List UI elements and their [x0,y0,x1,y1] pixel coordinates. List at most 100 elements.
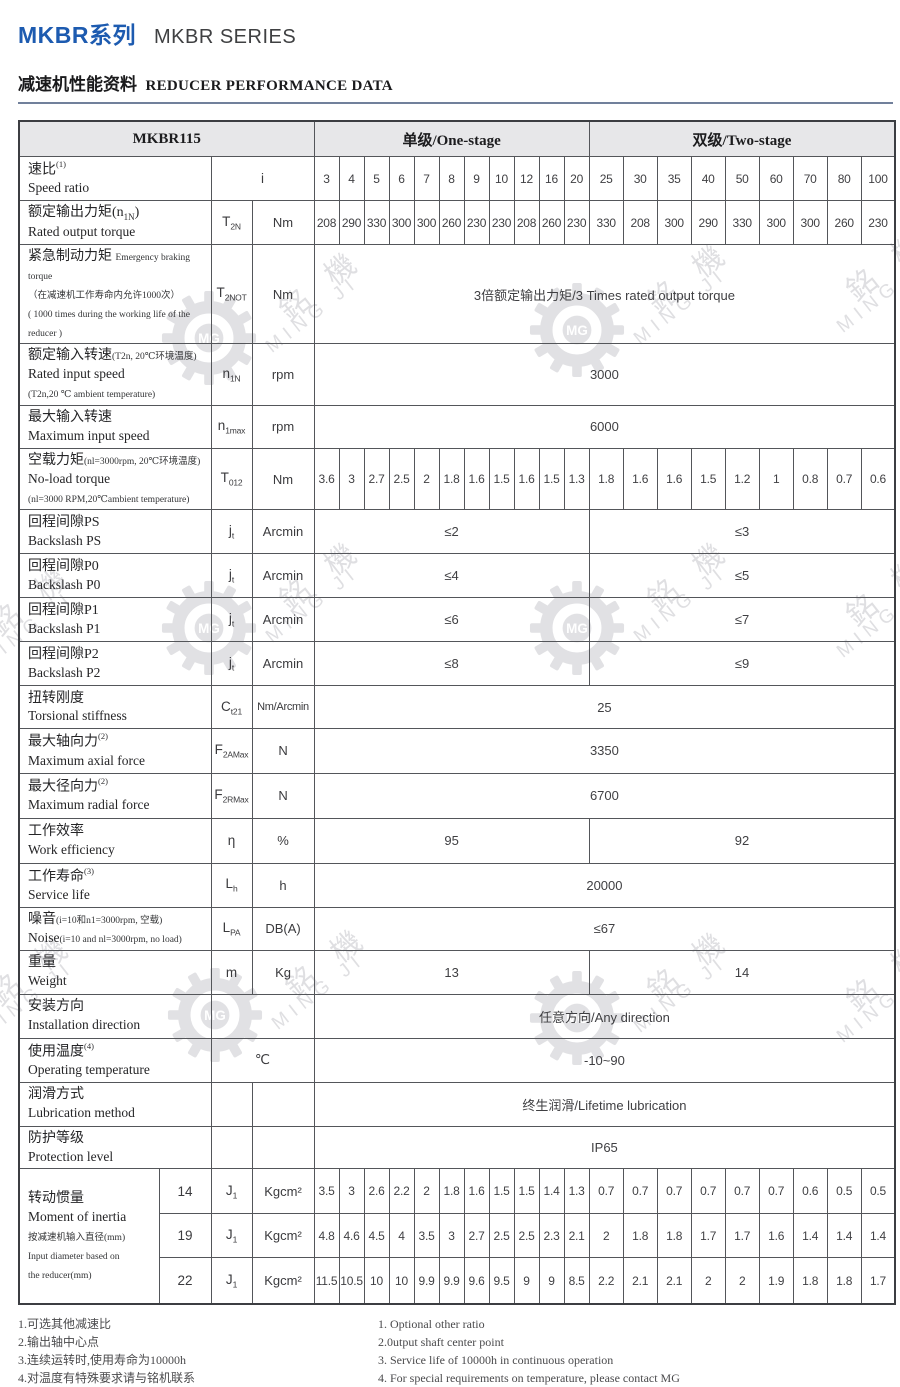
data-cell: 4.6 [338,1213,365,1259]
row-unit: Kg [251,949,315,995]
row-label-line: Noise(i=10 and nl=3000rpm, no load) [28,929,208,948]
row-label-speed-ratio: 速比(1) Speed ratio [18,155,212,202]
label-text: Moment of inertia [28,1208,127,1224]
row-label-line: Protection level [28,1148,208,1167]
data-cell: 0.8 [792,447,828,511]
table-row-speed-ratio: 速比(1) Speed ratio i 3 4 5 6 7 8 9 10 12 16 20 25 30 35 40… [18,155,896,202]
data-cell: 9.9 [438,1257,465,1305]
symbol-text: jt [228,523,235,541]
data-cell: 0.7 [758,1168,794,1215]
data-cell: 2.7 [363,447,390,511]
value-all-stages: 6700 [313,772,896,819]
data-cell: 3 [338,447,365,511]
data-cell: 230 [463,200,490,246]
row-symbol: m [210,949,253,995]
data-cell: 1.4 [860,1213,896,1259]
row-label-line: 额定输出力矩(n1N) [28,203,208,223]
row-unit: N [251,728,315,774]
row-label-line: 防护等级 [28,1129,208,1148]
data-cell: 4 [388,1213,415,1259]
table-row-emergency-braking-torque: 紧急制动力矩 Emergency braking torque （在减速机工作寿命… [18,244,896,345]
data-cell: 230 [488,200,515,246]
table-row-backlash-p0: 回程间隙P0 Backslash P0 jt Arcmin ≤4 ≤5 [18,553,896,599]
row-label-operating-temperature: 使用温度(4) Operating temperature [18,1037,212,1083]
section-title-en: REDUCER PERFORMANCE DATA [145,78,393,94]
row-label-backlash-p2: 回程间隙P2 Backslash P2 [18,641,212,687]
value-one-stage: ≤2 [313,509,590,555]
label-text: (nl=3000rpm, 20℃环境温度) [84,456,201,467]
symbol-text: ℃ [254,1052,271,1068]
data-cell: 230 [860,200,896,246]
label-text: 紧急制动力矩 [28,249,116,265]
table-row-installation-direction: 安装方向 Installation direction 任意方向/Any direc… [18,993,896,1039]
data-cell: 3 [313,155,340,202]
data-cell: 3.5 [313,1168,340,1215]
symbol-subscript: t [231,618,235,629]
data-cell: 1.5 [538,447,565,511]
value-all-stages: IP65 [313,1125,896,1170]
row-label-line: Input diameter based on [28,1246,156,1265]
row-label-line: Backslash P0 [28,576,208,595]
data-cell: 1.7 [690,1213,726,1259]
symbol-text: jt [228,611,235,629]
row-label-emergency-braking-torque: 紧急制动力矩 Emergency braking torque （在减速机工作寿命… [18,244,212,345]
table-row-lubrication-method: 润滑方式 Lubrication method 终生润滑/Lifetime lubr… [18,1081,896,1127]
data-cell: 0.7 [656,1168,692,1215]
row-label-lubrication-method: 润滑方式 Lubrication method [18,1081,212,1127]
row-symbol: Lh [210,862,253,908]
value-two-stage: ≤5 [588,553,896,599]
value-all-stages: 任意方向/Any direction [313,993,896,1039]
data-cell: 1.9 [758,1257,794,1305]
table-row-torsional-stiffness: 扭转刚度 Torsional stiffness Ct21 Nm/Arcmin 25 [18,685,896,730]
table-row-backlash-ps: 回程间隙PS Backslash PS jt Arcmin ≤2 ≤3 [18,509,896,555]
row-unit: Arcmin [251,597,315,643]
data-cell: 20 [563,155,590,202]
data-cell: 2.2 [388,1168,415,1215]
table-row-backlash-p2: 回程间隙P2 Backslash P2 jt Arcmin ≤8 ≤9 [18,641,896,687]
row-unit: Kgcm² [251,1213,315,1259]
data-cell: 0.6 [860,447,896,511]
row-label-max-radial-force: 最大径向力(2) Maximum radial force [18,772,212,819]
row-label-line: 最大输入转速 [28,408,208,427]
symbol-subscript: t21 [230,706,242,717]
label-text: 扭转刚度 [28,690,84,706]
value-two-stage: ≤9 [588,641,896,687]
data-cell: 8.5 [563,1257,590,1305]
label-text: Maximum radial force [28,797,150,813]
symbol-text: jt [228,567,235,585]
symbol-text: Ct21 [221,698,242,717]
data-cell: 2 [413,1168,440,1215]
label-text: Installation direction [28,1017,141,1033]
value-all-stages: 25 [313,685,896,730]
data-cell: 9.9 [413,1257,440,1305]
label-text: 空载力矩 [28,452,84,468]
symbol-text: η [227,833,236,849]
table-row-rated-input-speed: 额定输入转速(T2n, 20℃环境温度) Rated input speed (T2… [18,343,896,407]
data-cell: 9 [513,1257,540,1305]
row-symbol: J1 [210,1168,253,1215]
data-cell: 16 [538,155,565,202]
data-cell: 1.8 [588,447,624,511]
row-unit: Arcmin [251,509,315,555]
label-text: 润滑方式 [28,1087,84,1103]
row-symbol: jt [210,597,253,643]
value-all-stages: 20000 [313,862,896,908]
inertia-diameter: 14 [158,1168,212,1215]
row-label-backlash-p0: 回程间隙P0 Backslash P0 [18,553,212,599]
footnote-line: 2.输出轴中心点 [18,1334,100,1349]
row-label-line: 使用温度(4) [28,1041,208,1061]
data-cell: 0.7 [588,1168,624,1215]
row-symbol: jt [210,641,253,687]
data-cell: 2 [413,447,440,511]
label-text: (T2n, 20℃环境温度) [112,352,197,363]
label-text: ( 1000 times during the working life of … [28,309,190,339]
row-label-max-axial-force: 最大轴向力(2) Maximum axial force [18,728,212,774]
row-label-line: 回程间隙P0 [28,557,208,576]
row-label-line: （在减速机工作寿命内允许1000次） [28,285,208,304]
row-label-backlash-ps: 回程间隙PS Backslash PS [18,509,212,555]
row-symbol: F2AMax [210,728,253,774]
row-label-line: Torsional stiffness [28,707,208,726]
data-cell: 1.6 [622,447,658,511]
table-header-row: MKBR115 单级/One-stage 双级/Two-stage [18,120,896,157]
data-cell: 300 [792,200,828,246]
